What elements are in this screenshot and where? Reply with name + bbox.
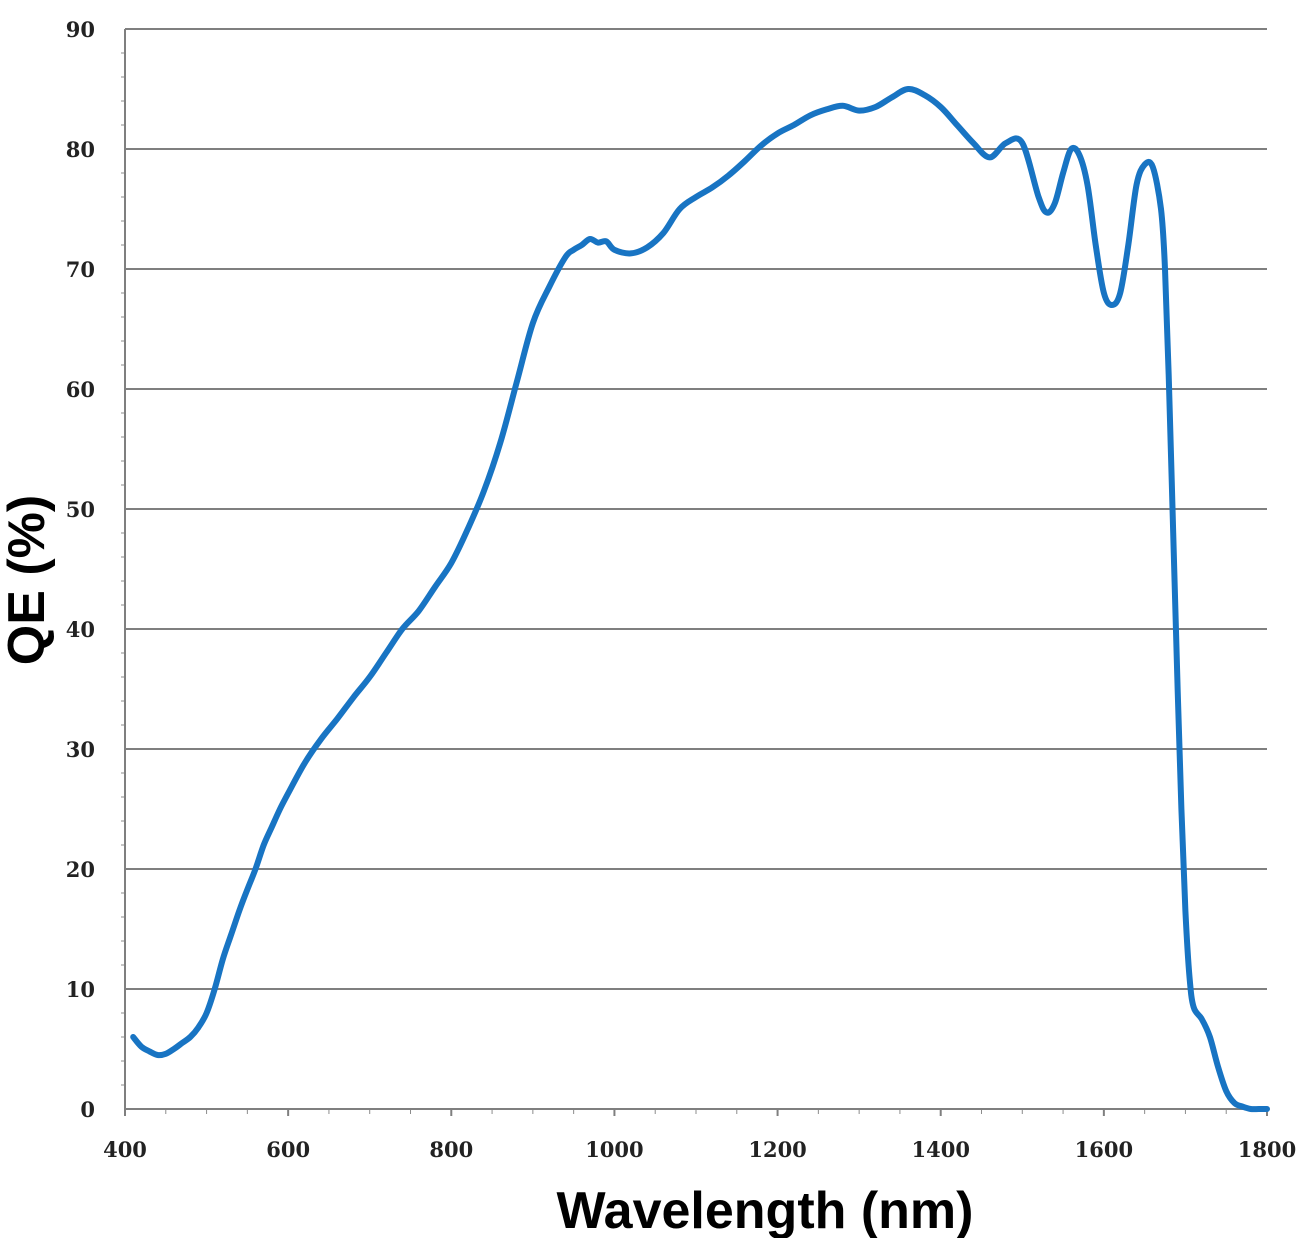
y-tick-label: 70	[66, 257, 95, 282]
y-tick-labels: 0 10 20 30 40 50 60 70 80 90	[66, 17, 95, 1122]
y-tick-label: 80	[66, 137, 95, 162]
x-tick-label: 1200	[748, 1137, 806, 1162]
x-tick-label: 1600	[1075, 1137, 1133, 1162]
x-axis-title: Wavelength (nm)	[557, 1182, 974, 1238]
grid-lines	[125, 28, 1267, 990]
y-tick-label: 0	[80, 1097, 95, 1122]
minor-ticks	[121, 52, 1268, 1116]
x-tick-label: 1800	[1238, 1137, 1296, 1162]
y-tick-label: 50	[66, 497, 95, 522]
y-tick-label: 30	[66, 737, 95, 762]
x-tick-label: 1400	[911, 1137, 969, 1162]
y-tick-label: 60	[66, 377, 95, 402]
y-tick-label: 40	[66, 617, 95, 642]
y-tick-label: 90	[66, 17, 95, 42]
y-tick-label: 10	[66, 977, 95, 1002]
x-tick-label: 800	[429, 1137, 473, 1162]
y-axis-title: QE (%)	[0, 495, 56, 665]
x-tick-label: 400	[103, 1137, 147, 1162]
qe-series-line	[130, 85, 1270, 1113]
y-tick-label: 20	[66, 857, 95, 882]
x-tick-labels: 400 600 800 1000 1200 1400 1600 1800	[103, 1137, 1296, 1162]
x-tick-label: 1000	[585, 1137, 643, 1162]
series-layer	[130, 85, 1270, 1113]
x-tick-label: 600	[266, 1137, 310, 1162]
